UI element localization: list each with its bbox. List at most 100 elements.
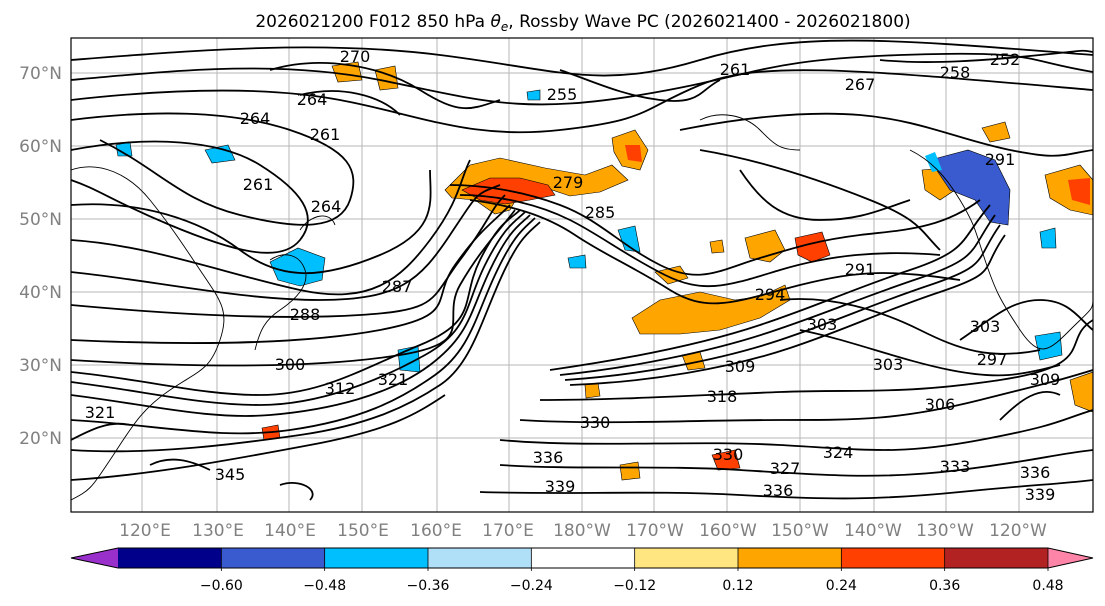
lat-label: 60°N xyxy=(19,137,62,157)
anomaly-negative-small-2 xyxy=(1039,227,1057,249)
lon-label: 130°E xyxy=(192,521,244,541)
theta-e-contours xyxy=(71,39,1093,501)
colorbar: −0.60 −0.48 −0.36 −0.24 −0.12 0.12 0.24 0.36 0.4… xyxy=(70,547,1094,594)
map-panel: 270 264 264 261 255 261 264 279 285 287 … xyxy=(70,37,1094,513)
colorbar-swatch xyxy=(428,548,532,568)
contour-label: 345 xyxy=(215,465,246,484)
contour-label: 270 xyxy=(340,47,371,66)
contour-label: 327 xyxy=(770,459,801,478)
contour-label: 261 xyxy=(243,175,274,194)
lon-label: 150°W xyxy=(771,521,829,541)
anomaly-positive-central-pacific xyxy=(631,284,791,335)
contour-label: 264 xyxy=(311,197,342,216)
contour-label: 306 xyxy=(925,395,956,414)
lon-label: 140°W xyxy=(844,521,902,541)
contour-label: 321 xyxy=(85,403,116,422)
colorbar-swatch xyxy=(531,548,636,568)
colorbar-tick-label: −0.60 xyxy=(200,578,243,594)
contour-label: 318 xyxy=(707,387,738,406)
contour-label: 336 xyxy=(533,448,564,467)
contour-label: 330 xyxy=(713,445,744,464)
contour-label: 291 xyxy=(985,150,1016,169)
contour-label: 309 xyxy=(725,357,756,376)
anomaly-negative-japan xyxy=(269,247,326,287)
contour-label: 303 xyxy=(873,355,904,374)
contour-label: 252 xyxy=(990,50,1021,69)
lat-label: 40°N xyxy=(19,283,62,303)
lat-label: 50°N xyxy=(19,210,62,230)
anomaly-positive-tropic-3 xyxy=(711,449,741,471)
anomaly-negative-gulf-alaska-outer xyxy=(925,152,942,172)
contour-label: 309 xyxy=(1030,370,1061,389)
contour-label: 297 xyxy=(977,350,1008,369)
colorbar-tick-label: 0.12 xyxy=(722,578,753,594)
anomaly-positive-kamchatka xyxy=(331,61,363,83)
anomaly-negative-pacific-1 xyxy=(617,225,641,253)
colorbar-swatch xyxy=(324,548,429,568)
contour-label: 336 xyxy=(1020,463,1051,482)
contour-label: 339 xyxy=(1025,485,1056,504)
lat-label: 70°N xyxy=(19,64,62,84)
contour-label: 303 xyxy=(807,315,838,334)
lon-label: 160°E xyxy=(410,521,462,541)
contour-label: 258 xyxy=(940,63,971,82)
colorbar-swatch xyxy=(634,548,739,568)
colorbar-swatch xyxy=(221,548,326,568)
anomaly-negative-pacific-3 xyxy=(567,254,587,269)
lon-label: 130°W xyxy=(916,521,974,541)
anomaly-positive-se-pacific xyxy=(1069,371,1093,413)
colorbar-swatch xyxy=(118,548,222,568)
anomaly-strong-alaska xyxy=(1068,178,1090,205)
latitude-labels: 70°N 60°N 50°N 40°N 30°N 20°N xyxy=(19,64,62,449)
contour-label: 285 xyxy=(585,203,616,222)
contour-label: 339 xyxy=(545,477,576,496)
anomaly-positive-mid xyxy=(654,265,689,285)
contour-label: 324 xyxy=(823,443,854,462)
contour-label: 261 xyxy=(720,60,751,79)
longitude-labels: 120°E 130°E 140°E 150°E 160°E 170°E 180°… xyxy=(119,521,1047,541)
anomaly-positive-small-2 xyxy=(709,239,725,254)
contour-label: 287 xyxy=(382,277,413,296)
contour-label: 255 xyxy=(547,85,578,104)
contour-label: 288 xyxy=(290,305,321,324)
anomaly-strong-bering xyxy=(625,145,642,162)
anomaly-positive-tropical-2 xyxy=(584,382,601,399)
contour-label: 312 xyxy=(325,379,356,398)
lat-label: 30°N xyxy=(19,356,62,376)
lon-label: 120°E xyxy=(119,521,171,541)
anomaly-negative-japan-2 xyxy=(204,144,236,164)
colorbar-swatch xyxy=(841,548,946,568)
lon-label: 150°E xyxy=(337,521,389,541)
lon-label: 140°E xyxy=(264,521,316,541)
contour-labels: 270 264 264 261 255 261 264 279 285 287 … xyxy=(85,47,1061,504)
contour-label: 336 xyxy=(763,481,794,500)
contour-label: 333 xyxy=(940,457,971,476)
contour-label: 279 xyxy=(553,173,584,192)
figure-title: 2026021200 F012 850 hPa θe, Rossby Wave … xyxy=(255,12,910,34)
anomaly-negative-west-pac xyxy=(1034,331,1063,361)
colorbar-swatch xyxy=(738,548,842,568)
contour-label: 294 xyxy=(755,285,786,304)
lon-label: 120°W xyxy=(989,521,1047,541)
colorbar-extend-low xyxy=(71,548,118,568)
lat-label: 20°N xyxy=(19,429,62,449)
lon-label: 170°E xyxy=(482,521,534,541)
contour-label: 330 xyxy=(580,413,611,432)
contour-label: 291 xyxy=(845,260,876,279)
lon-label: 170°W xyxy=(626,521,684,541)
lon-label: 180°W xyxy=(553,521,611,541)
contour-label: 261 xyxy=(310,125,341,144)
colorbar-tick-label: 0.24 xyxy=(826,578,857,594)
anomaly-positive-east-pacific-2 xyxy=(794,231,831,263)
contour-label: 267 xyxy=(845,75,876,94)
colorbar-tick-label: 0.48 xyxy=(1032,578,1063,594)
colorbar-tick-label: 0.36 xyxy=(929,578,960,594)
colorbar-extend-high xyxy=(1048,548,1093,568)
colorbar-swatch xyxy=(944,548,1049,568)
colorbar-tick-label: −0.48 xyxy=(303,578,346,594)
anomaly-negative-small xyxy=(526,89,541,101)
lon-label: 160°W xyxy=(699,521,757,541)
anomaly-positive-small-1 xyxy=(981,121,1011,143)
contour-label: 300 xyxy=(275,355,306,374)
